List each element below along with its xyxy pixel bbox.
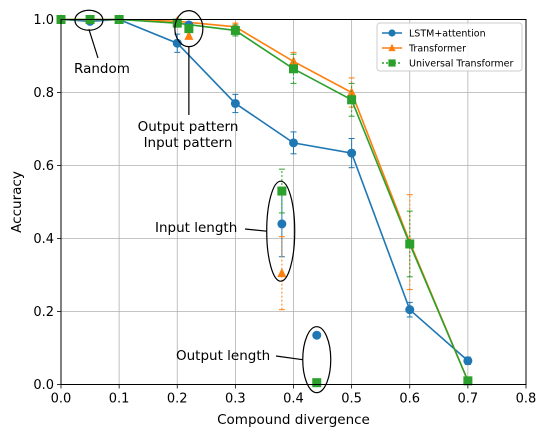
- annotation-leader-line: [275, 355, 303, 361]
- data-point-square: [277, 186, 287, 196]
- data-point-triangle: [184, 30, 194, 40]
- extra-point: [312, 330, 322, 340]
- data-point-square: [230, 25, 240, 35]
- annotation-input-length: Input length: [155, 180, 296, 282]
- data-point-circle: [463, 356, 473, 366]
- annotation-label: Input length: [155, 220, 237, 236]
- data-point-circle: [289, 138, 298, 148]
- annotation-label: Input pattern: [144, 135, 233, 151]
- annotation-label: Random: [74, 61, 130, 77]
- data-point-circle: [405, 305, 415, 315]
- legend-box: [376, 22, 523, 72]
- data-point-circle: [172, 38, 182, 48]
- extra-point: [312, 378, 322, 388]
- y-tick-label: 0.4: [33, 232, 54, 247]
- y-axis-ticks: 0.0 0.2 0.4 0.6 0.8 1.0: [33, 13, 61, 393]
- legend-entry: LSTM+attention: [382, 29, 486, 40]
- annotation-leader-line: [88, 29, 99, 59]
- x-tick-label: 0.3: [225, 392, 246, 407]
- y-axis-label: Accuracy: [9, 171, 25, 233]
- y-tick-label: 0.8: [33, 86, 54, 101]
- y-tick-label: 0.6: [33, 159, 54, 174]
- x-tick-label: 0.4: [283, 392, 304, 407]
- annotation-random: Random: [74, 9, 130, 77]
- x-axis-ticks: 0.0 0.1 0.2 0.3 0.4 0.5 0.6 0.7 0.8: [51, 384, 537, 407]
- data-point-square: [388, 59, 396, 67]
- data-point-circle: [388, 29, 396, 37]
- data-point-square: [172, 18, 182, 28]
- legend: LSTM+attention Transformer Universal Trans…: [376, 22, 523, 72]
- legend-entry: Transformer: [382, 44, 466, 55]
- annotation-output-length: Output length: [176, 326, 332, 394]
- legend-entry: Universal Transformer: [382, 59, 514, 70]
- data-point-circle: [312, 330, 322, 340]
- x-axis-label: Compound divergence: [217, 412, 370, 428]
- data-point-square: [463, 376, 473, 386]
- data-point-triangle: [289, 56, 298, 66]
- annotation-leader-line: [244, 228, 267, 232]
- extra-point: [277, 168, 287, 214]
- y-tick-label: 1.0: [33, 13, 54, 28]
- x-tick-label: 0.0: [51, 392, 72, 407]
- extra-point: [184, 24, 194, 34]
- plot-frame: [60, 19, 527, 385]
- y-tick-label: 0.2: [33, 305, 54, 320]
- data-point-square: [347, 95, 357, 105]
- x-tick-label: 0.7: [458, 392, 479, 407]
- extra-point: [277, 236, 287, 311]
- x-tick-label: 0.2: [167, 392, 188, 407]
- data-point-triangle: [388, 43, 396, 52]
- x-tick-label: 0.6: [399, 392, 420, 407]
- legend-label: Universal Transformer: [409, 59, 514, 70]
- legend-label: Transformer: [408, 44, 466, 55]
- data-point-square: [312, 378, 322, 388]
- extra-points: [184, 20, 322, 388]
- y-tick-label: 0.0: [33, 378, 54, 393]
- x-tick-label: 0.5: [341, 392, 362, 407]
- x-tick-label: 0.1: [109, 392, 130, 407]
- annotation-label: Output pattern: [138, 119, 239, 135]
- data-point-circle: [277, 219, 287, 229]
- data-point-circle: [230, 98, 240, 108]
- data-point-square: [184, 24, 194, 34]
- data-point-triangle: [277, 267, 287, 278]
- data-point-square: [405, 239, 415, 249]
- annotation-label: Output length: [176, 348, 270, 364]
- extra-point: [184, 30, 194, 40]
- data-point-square: [289, 64, 298, 74]
- data-point-circle: [347, 148, 357, 158]
- x-tick-label: 0.8: [516, 392, 537, 407]
- legend-label: LSTM+attention: [409, 29, 486, 40]
